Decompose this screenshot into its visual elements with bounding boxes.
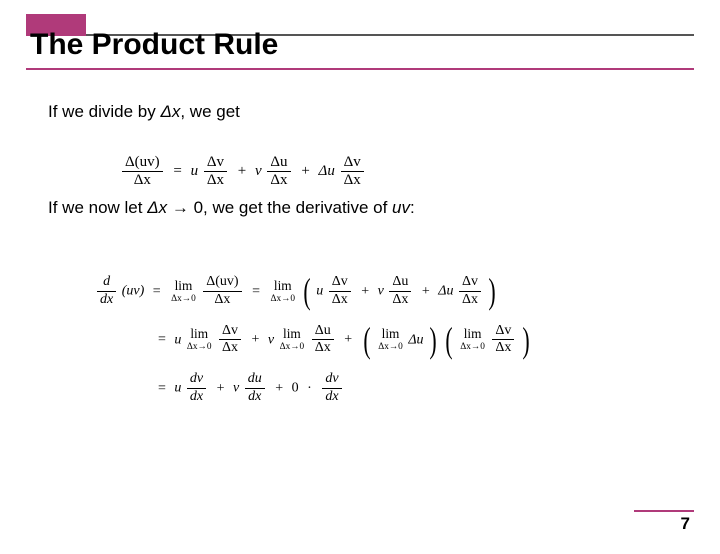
page-number: 7 — [681, 514, 690, 534]
intro-line-2: If we now let Δx → 0, we get the derivat… — [48, 198, 672, 218]
delta-x: Δx — [160, 102, 180, 121]
pagenum-rule — [634, 510, 694, 512]
text: If we divide by — [48, 102, 160, 121]
equation-1: Δ(uv)Δx = u ΔvΔx + v ΔuΔx + Δu ΔvΔx — [120, 154, 366, 189]
intro-line-1: If we divide by Δx, we get — [48, 102, 672, 122]
eq2-row-3: = u dvdx + v dudx + 0 · dvdx — [153, 371, 532, 406]
text: 0, we get the derivative of — [194, 198, 392, 217]
header-rule-bottom — [26, 68, 694, 70]
delta-x: Δx — [147, 198, 167, 217]
uv: uv — [392, 198, 410, 217]
slide-title: The Product Rule — [30, 28, 278, 62]
text: If we now let — [48, 198, 147, 217]
equation-2: ddx (uv) = limΔx→0 Δ(uv)Δx = limΔx→0 ( u… — [95, 274, 532, 420]
text: , we get — [180, 102, 240, 121]
eq2-row-2: = u limΔx→0 ΔvΔx + v limΔx→0 ΔuΔx + ( li… — [153, 323, 532, 358]
eq2-row-1: ddx (uv) = limΔx→0 Δ(uv)Δx = limΔx→0 ( u… — [95, 274, 532, 309]
slide-header: The Product Rule — [0, 14, 720, 74]
arrow: → — [167, 198, 193, 217]
text: : — [410, 198, 415, 217]
slide-content: If we divide by Δx, we get If we now let… — [0, 74, 720, 218]
